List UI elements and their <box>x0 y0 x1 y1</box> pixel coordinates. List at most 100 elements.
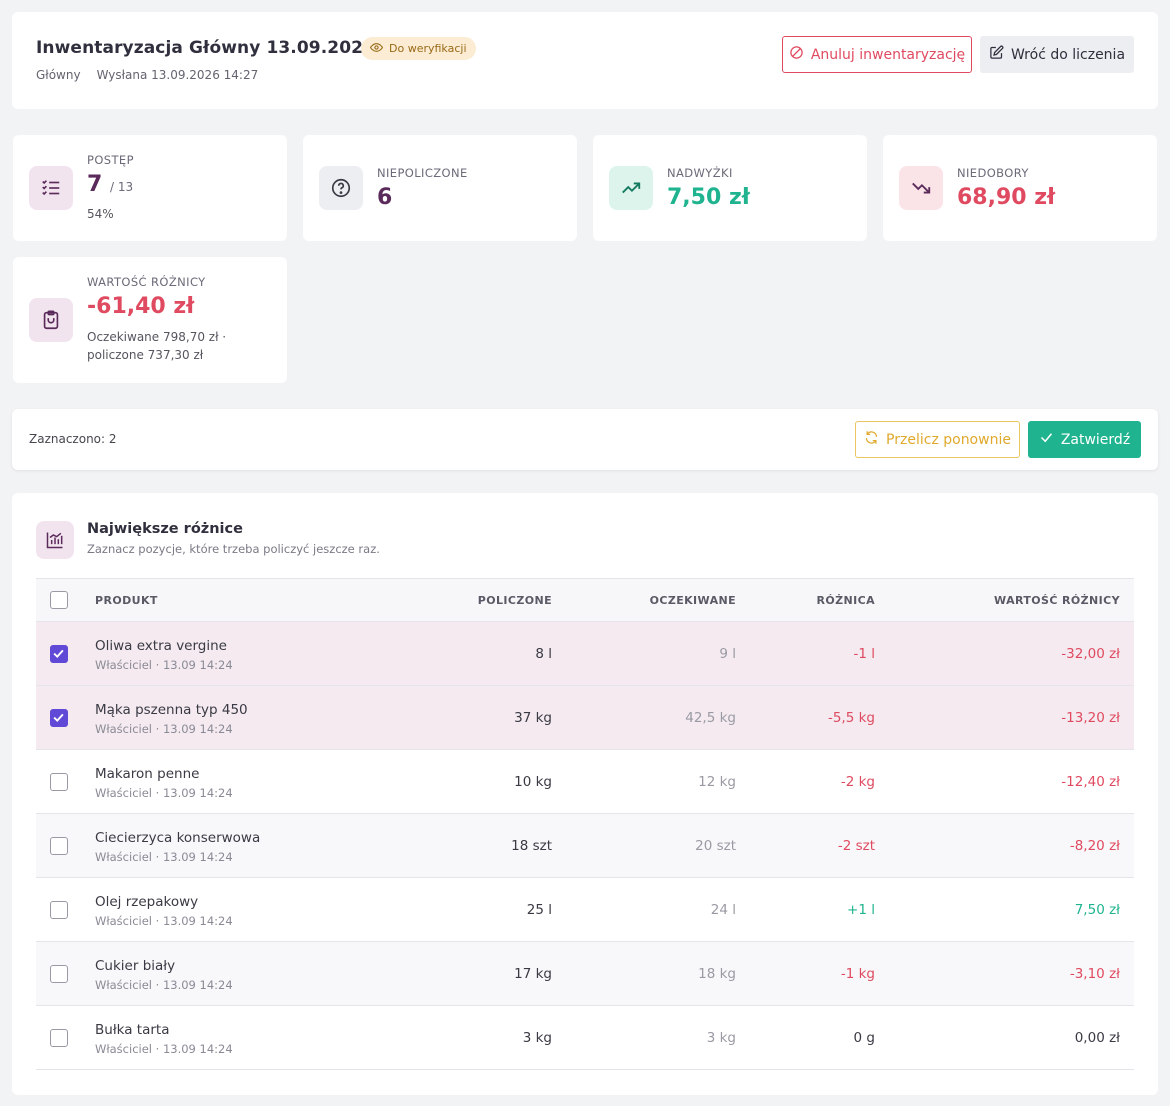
stat-surplus-value: 7,50 zł <box>667 185 750 210</box>
back-to-counting-button[interactable]: Wróć do liczenia <box>980 36 1134 73</box>
status-label: Do weryfikacji <box>389 42 467 55</box>
table-row[interactable]: Oliwa extra vergine Właściciel · 13.09 1… <box>36 622 1134 686</box>
stat-progress-percent: 54% <box>87 207 114 221</box>
product-name: Cukier biały <box>95 958 176 974</box>
status-badge: Do weryfikacji <box>361 37 476 60</box>
product-name: Mąka pszenna typ 450 <box>95 702 248 718</box>
table-row[interactable]: Mąka pszenna typ 450 Właściciel · 13.09 … <box>36 686 1134 750</box>
product-meta: Właściciel · 13.09 14:24 <box>95 722 233 736</box>
row-checkbox[interactable] <box>50 901 68 919</box>
table-title: Największe różnice <box>87 521 243 537</box>
location-label: Główny <box>36 68 81 82</box>
row-checkbox[interactable] <box>50 709 68 727</box>
trending-down-icon <box>899 166 943 210</box>
expected-qty: 24 l <box>710 902 736 918</box>
trending-up-icon <box>609 166 653 210</box>
column-expected[interactable]: OCZEKIWANE <box>649 594 736 607</box>
product-meta: Właściciel · 13.09 14:24 <box>95 978 233 992</box>
stat-diff-value-note-1: Oczekiwane 798,70 zł · <box>87 330 227 344</box>
inventory-header: Inwentaryzacja Główny 13.09.2026 Do wery… <box>12 12 1158 109</box>
recalculate-button[interactable]: Przelicz ponownie <box>855 421 1020 458</box>
back-to-counting-label: Wróć do liczenia <box>1010 46 1126 63</box>
column-diff-value[interactable]: WARTOŚĆ RÓŻNICY <box>994 594 1120 607</box>
confirm-button[interactable]: Zatwierdź <box>1028 421 1141 458</box>
product-name: Ciecierzyca konserwowa <box>95 830 261 846</box>
chart-icon <box>36 521 74 559</box>
column-counted[interactable]: POLICZONE <box>477 594 552 607</box>
counted-qty: 8 l <box>535 646 552 662</box>
stat-uncounted: NIEPOLICZONE 6 <box>303 135 577 241</box>
diff-value: 0,00 zł <box>1074 1030 1120 1046</box>
stat-uncounted-label: NIEPOLICZONE <box>377 166 468 180</box>
stat-diff-value-note-2: policzone 737,30 zł <box>87 348 204 362</box>
stat-shortage-label: NIEDOBORY <box>957 166 1029 180</box>
diff-value: 7,50 zł <box>1074 902 1120 918</box>
selected-count: Zaznaczono: 2 <box>29 432 117 446</box>
question-icon <box>319 166 363 210</box>
diff-value: -12,40 zł <box>1061 774 1120 790</box>
stat-uncounted-value: 6 <box>377 185 393 210</box>
table-row[interactable]: Olej rzepakowy Właściciel · 13.09 14:24 … <box>36 878 1134 942</box>
table-row[interactable]: Bułka tarta Właściciel · 13.09 14:24 3 k… <box>36 1006 1134 1070</box>
header-meta: Główny Wysłana 13.09.2026 14:27 <box>36 68 258 82</box>
counted-qty: 25 l <box>526 902 552 918</box>
expected-qty: 12 kg <box>698 774 736 790</box>
column-diff[interactable]: RÓŻNICA <box>816 594 875 607</box>
diff-value: -32,00 zł <box>1061 646 1120 662</box>
diff-qty: -5,5 kg <box>827 710 875 726</box>
diff-qty: -2 szt <box>837 838 875 854</box>
differences-table: PRODUKT POLICZONE OCZEKIWANE RÓŻNICA WAR… <box>36 578 1134 1070</box>
column-product[interactable]: PRODUKT <box>95 594 158 607</box>
product-meta: Właściciel · 13.09 14:24 <box>95 1042 233 1056</box>
table-row[interactable]: Ciecierzyca konserwowa Właściciel · 13.0… <box>36 814 1134 878</box>
edit-icon <box>989 45 1004 64</box>
product-meta: Właściciel · 13.09 14:24 <box>95 914 233 928</box>
stat-diff-value-label: WARTOŚĆ RÓŻNICY <box>87 275 206 289</box>
row-checkbox[interactable] <box>50 645 68 663</box>
diff-qty: -1 kg <box>840 966 875 982</box>
stat-diff-value: WARTOŚĆ RÓŻNICY -61,40 zł Oczekiwane 798… <box>13 257 287 383</box>
diff-qty: -2 kg <box>840 774 875 790</box>
product-name: Olej rzepakowy <box>95 894 199 910</box>
product-name: Makaron penne <box>95 766 200 782</box>
cancel-inventory-button[interactable]: Anuluj inwentaryzację <box>782 36 972 73</box>
counted-qty: 18 szt <box>511 838 552 854</box>
diff-value: -3,10 zł <box>1069 966 1120 982</box>
stat-progress: POSTĘP 7 / 13 54% <box>13 135 287 241</box>
row-checkbox[interactable] <box>50 773 68 791</box>
row-checkbox[interactable] <box>50 837 68 855</box>
diff-value: -8,20 zł <box>1069 838 1120 854</box>
page-title: Inwentaryzacja Główny 13.09.2026 <box>36 38 375 58</box>
counted-qty: 10 kg <box>514 774 552 790</box>
diff-qty: 0 g <box>853 1030 875 1046</box>
selection-action-bar: Zaznaczono: 2 Przelicz ponownie Zatwierd… <box>12 409 1158 470</box>
expected-qty: 3 kg <box>706 1030 736 1046</box>
checklist-icon <box>29 166 73 210</box>
product-name: Bułka tarta <box>95 1022 170 1038</box>
clipboard-icon <box>29 298 73 342</box>
stat-shortage-value: 68,90 zł <box>957 185 1056 210</box>
confirm-label: Zatwierdź <box>1060 431 1131 448</box>
counted-qty: 17 kg <box>514 966 552 982</box>
recalculate-label: Przelicz ponownie <box>886 431 1011 448</box>
stat-surplus: NADWYŻKI 7,50 zł <box>593 135 867 241</box>
table-row[interactable]: Makaron penne Właściciel · 13.09 14:24 1… <box>36 750 1134 814</box>
table-row[interactable]: Cukier biały Właściciel · 13.09 14:24 17… <box>36 942 1134 1006</box>
counted-qty: 3 kg <box>522 1030 552 1046</box>
refresh-icon <box>864 430 879 449</box>
stat-progress-value: 7 / 13 <box>87 172 133 197</box>
product-meta: Właściciel · 13.09 14:24 <box>95 658 233 672</box>
stat-surplus-label: NADWYŻKI <box>667 166 733 180</box>
row-checkbox[interactable] <box>50 965 68 983</box>
expected-qty: 18 kg <box>698 966 736 982</box>
table-header: PRODUKT POLICZONE OCZEKIWANE RÓŻNICA WAR… <box>36 578 1134 622</box>
sent-date: Wysłana 13.09.2026 14:27 <box>96 68 259 82</box>
select-all-checkbox[interactable] <box>50 591 68 609</box>
stat-progress-count: 7 <box>87 172 103 197</box>
cancel-inventory-label: Anuluj inwentaryzację <box>810 46 966 63</box>
check-icon <box>1039 430 1054 449</box>
expected-qty: 9 l <box>719 646 736 662</box>
row-checkbox[interactable] <box>50 1029 68 1047</box>
diff-qty: -1 l <box>853 646 875 662</box>
product-meta: Właściciel · 13.09 14:24 <box>95 786 233 800</box>
